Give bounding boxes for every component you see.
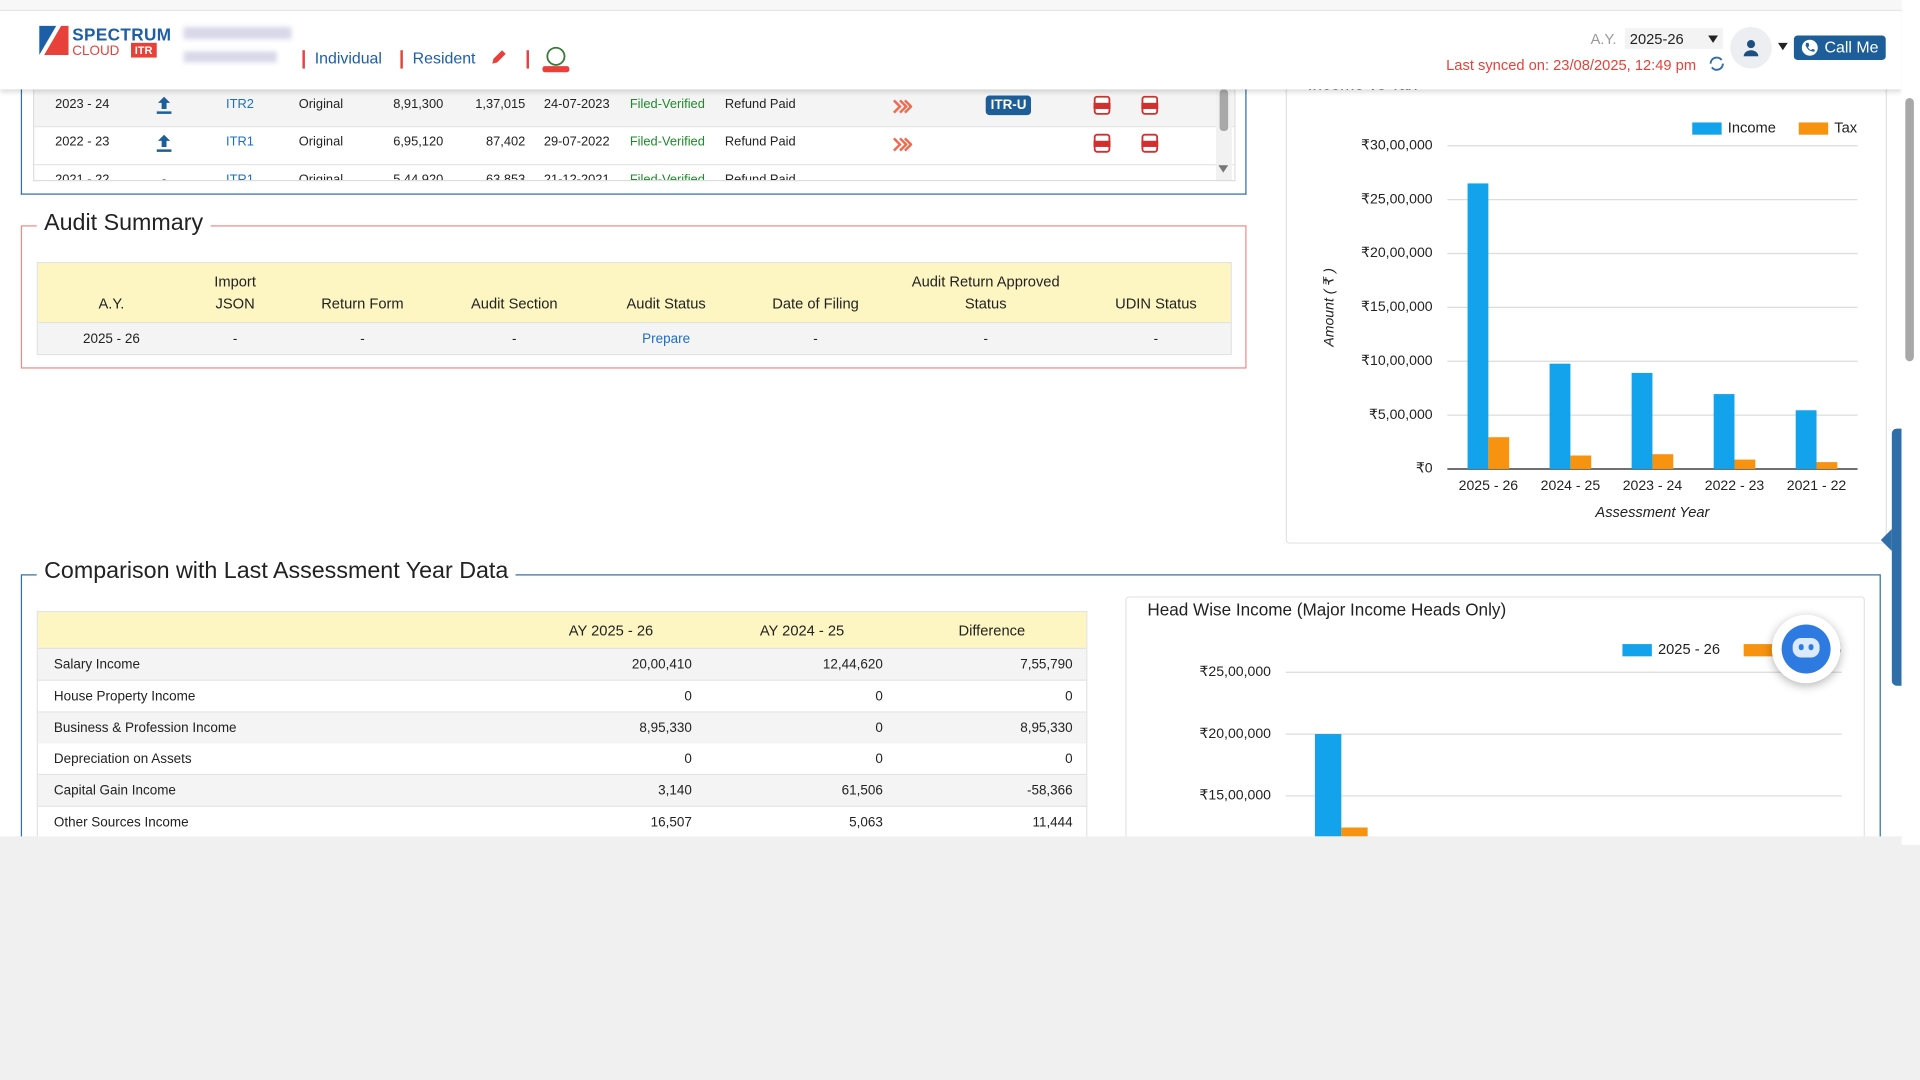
y-tick-label: ₹0 <box>1416 460 1433 476</box>
ay-label: A.Y. <box>1591 31 1617 48</box>
divider <box>527 50 529 68</box>
bot-face <box>1782 624 1831 673</box>
y-axis-label: Amount ( ₹ ) <box>1321 268 1337 348</box>
y-tick-label: ₹10,00,000 <box>1361 352 1433 368</box>
call-text: Call Me <box>1824 39 1878 56</box>
logo-sub: CLOUD <box>72 43 119 60</box>
legend-label: Income <box>1728 120 1776 136</box>
x-tick-label: 2021 - 22 <box>1787 477 1847 493</box>
bot-eye <box>1799 644 1804 650</box>
phone-icon <box>1801 39 1818 56</box>
bot-eye <box>1809 644 1814 650</box>
x-tick-label: 2024 - 25 <box>1541 477 1601 493</box>
x-tick-label: 2025 - 26 <box>1459 477 1519 493</box>
last-synced: Last synced on: 23/08/2025, 12:49 pm <box>1446 56 1696 73</box>
bar <box>1714 394 1735 469</box>
y-tick-label: ₹25,00,000 <box>1199 663 1271 679</box>
y-tick-label: ₹5,00,000 <box>1369 406 1433 422</box>
bar <box>1488 437 1509 469</box>
bar <box>1468 183 1489 469</box>
legend-swatch <box>1622 644 1651 656</box>
ay-value: 2025-26 <box>1630 31 1684 48</box>
bar <box>1550 364 1571 469</box>
bar <box>1796 410 1817 469</box>
bar <box>1652 454 1673 469</box>
bar <box>1632 373 1653 469</box>
residency: Resident <box>413 50 476 67</box>
content: 2023 - 24ITR2Original8,91,3001,37,01524-… <box>0 0 1902 836</box>
emblem <box>539 45 573 74</box>
x-axis-label: Assessment Year <box>1594 505 1710 521</box>
divider <box>400 50 402 68</box>
logo-badge: ITR <box>131 43 156 58</box>
divider <box>302 50 304 68</box>
charts: Income vs Tax₹0₹5,00,000₹10,00,000₹15,00… <box>0 0 1902 836</box>
bar <box>1315 734 1341 836</box>
legend-label: 2025 - 26 <box>1658 642 1720 658</box>
blurred-name <box>184 27 292 39</box>
bar <box>1734 460 1755 469</box>
select-caret <box>1708 36 1718 43</box>
y-tick-label: ₹15,00,000 <box>1199 787 1271 803</box>
bar <box>1341 828 1367 837</box>
legend-swatch <box>1692 122 1721 134</box>
page-scroll-thumb[interactable] <box>1905 98 1914 361</box>
avatar-caret[interactable] <box>1778 43 1788 50</box>
logo-text: SPECTRUM <box>72 26 171 43</box>
chat-bot[interactable] <box>1772 615 1841 684</box>
y-tick-label: ₹20,00,000 <box>1361 244 1433 260</box>
side-tab[interactable] <box>1892 429 1902 686</box>
header: SPECTRUM CLOUD ITR Individual Resident A… <box>0 0 1902 89</box>
avatar[interactable] <box>1730 27 1772 69</box>
bar <box>1570 456 1591 469</box>
call-button[interactable]: Call Me <box>1794 36 1886 60</box>
y-tick-label: ₹30,00,000 <box>1361 136 1433 152</box>
x-tick-label: 2023 - 24 <box>1623 477 1683 493</box>
y-tick-label: ₹20,00,000 <box>1199 725 1271 741</box>
y-tick-label: ₹15,00,000 <box>1361 298 1433 314</box>
taxpayer-type: Individual <box>315 50 382 67</box>
top-strip <box>0 0 1902 11</box>
chart-title: Head Wise Income (Major Income Heads Onl… <box>1147 600 1506 620</box>
bot-visor <box>1793 638 1820 658</box>
y-tick-label: ₹25,00,000 <box>1361 190 1433 206</box>
x-tick-label: 2022 - 23 <box>1705 477 1765 493</box>
ay-select[interactable]: 2025-26 <box>1625 28 1723 49</box>
legend-swatch <box>1799 122 1828 134</box>
blurred-pan <box>184 51 277 62</box>
avatar-icon <box>1742 39 1759 56</box>
legend-label: Tax <box>1834 120 1858 136</box>
legend-swatch <box>1744 644 1773 656</box>
page-scrollbar[interactable] <box>1902 0 1920 845</box>
logo-icon <box>39 26 68 55</box>
side-tab-arrow[interactable] <box>1881 529 1892 551</box>
refresh-icon[interactable] <box>1708 55 1725 72</box>
edit-icon[interactable] <box>490 49 507 66</box>
bar <box>1817 462 1838 469</box>
